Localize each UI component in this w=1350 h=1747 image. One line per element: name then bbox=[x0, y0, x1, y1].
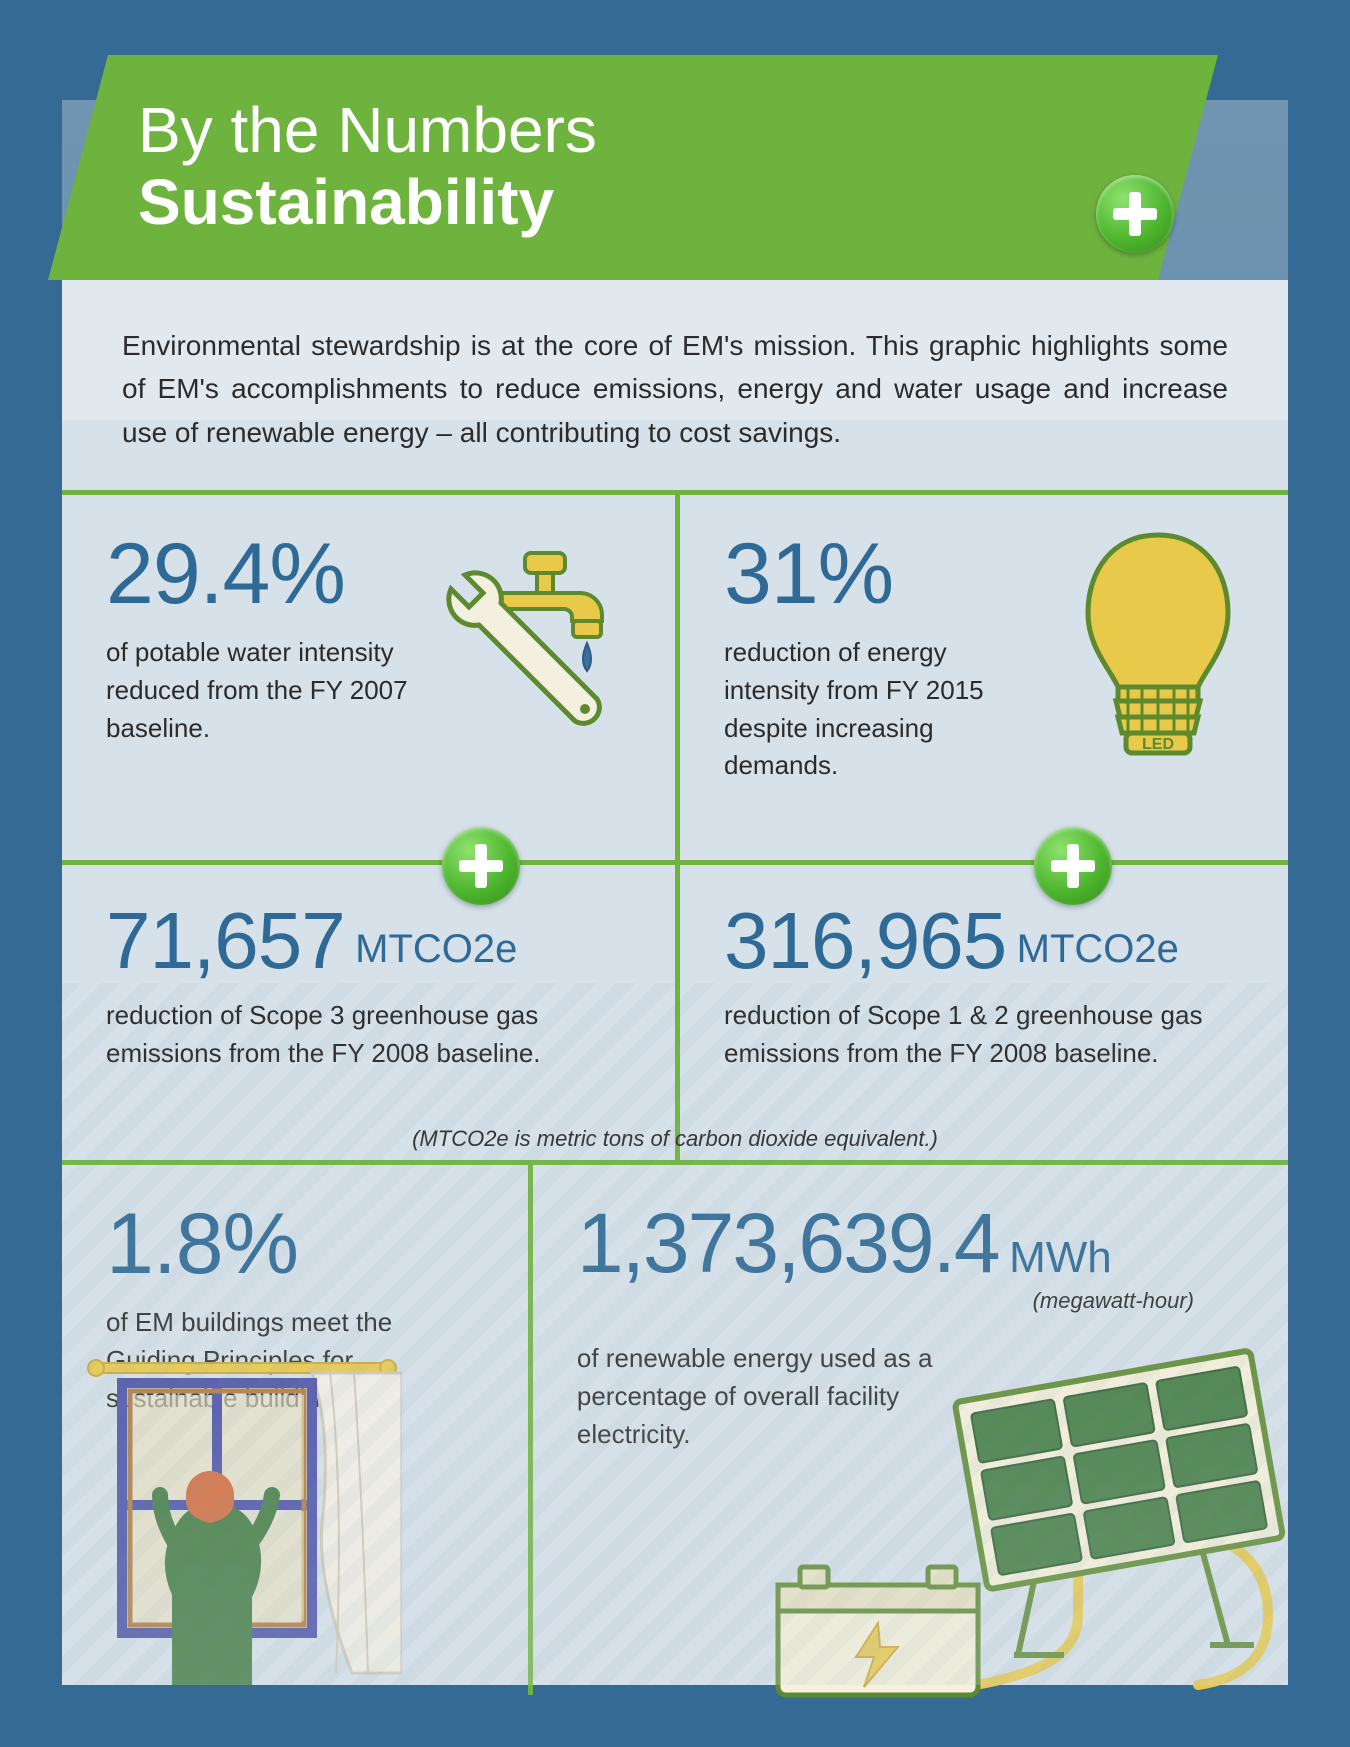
stat-scope12: 316,965 MTCO2e reduction of Scope 1 & 2 … bbox=[675, 865, 1288, 1160]
led-label: LED bbox=[1142, 736, 1174, 753]
mtco2e-footnote: (MTCO2e is metric tons of carbon dioxide… bbox=[62, 1126, 1288, 1152]
stat-water-desc: of potable water intensity reduced from … bbox=[106, 634, 426, 747]
led-bulb-icon: LED bbox=[1068, 525, 1248, 785]
stat-renewable-unit: MWh bbox=[1009, 1233, 1112, 1282]
stat-scope3: 71,657 MTCO2e reduction of Scope 3 green… bbox=[62, 865, 675, 1160]
stat-water: 29.4% of potable water intensity reduced… bbox=[62, 495, 675, 860]
stat-buildings: 1.8% of EM buildings meet the Guiding Pr… bbox=[62, 1165, 528, 1695]
stat-renewable: 1,373,639.4 MWh (megawatt-hour) of renew… bbox=[528, 1165, 1288, 1695]
solar-battery-icon bbox=[738, 1335, 1298, 1715]
stat-scope12-value: 316,965 bbox=[724, 895, 1006, 987]
content-card: Environmental stewardship is at the core… bbox=[62, 280, 1288, 1685]
window-person-icon bbox=[82, 1355, 402, 1685]
stat-scope12-unit: MTCO2e bbox=[1017, 927, 1179, 972]
banner-title-line1: By the Numbers bbox=[138, 95, 597, 167]
stats-row-1: 29.4% of potable water intensity reduced… bbox=[62, 495, 1288, 865]
banner-title-line2: Sustainability bbox=[138, 167, 597, 239]
plus-icon bbox=[1096, 175, 1174, 253]
header-banner: By the Numbers Sustainability bbox=[48, 55, 1218, 280]
stat-scope12-desc: reduction of Scope 1 & 2 greenhouse gas … bbox=[724, 997, 1244, 1072]
stat-water-value: 29.4% bbox=[106, 525, 345, 624]
stat-scope3-value: 71,657 bbox=[106, 895, 345, 987]
stats-row-3: 1.8% of EM buildings meet the Guiding Pr… bbox=[62, 1165, 1288, 1695]
stat-scope3-unit: MTCO2e bbox=[355, 927, 517, 972]
intro-paragraph: Environmental stewardship is at the core… bbox=[62, 280, 1288, 495]
stats-row-2: 71,657 MTCO2e reduction of Scope 3 green… bbox=[62, 865, 1288, 1165]
stat-buildings-value: 1.8% bbox=[106, 1195, 298, 1294]
banner-title: By the Numbers Sustainability bbox=[138, 95, 597, 238]
wrench-faucet-icon bbox=[405, 535, 645, 775]
stat-renewable-value: 1,373,639.4 bbox=[577, 1195, 999, 1292]
stat-energy-value: 31% bbox=[724, 525, 893, 624]
infographic-page: By the Numbers Sustainability Environmen… bbox=[0, 0, 1350, 1747]
stat-energy: 31% reduction of energy intensity from F… bbox=[675, 495, 1288, 860]
stat-scope3-desc: reduction of Scope 3 greenhouse gas emis… bbox=[106, 997, 626, 1072]
stat-energy-desc: reduction of energy intensity from FY 20… bbox=[724, 634, 1044, 785]
